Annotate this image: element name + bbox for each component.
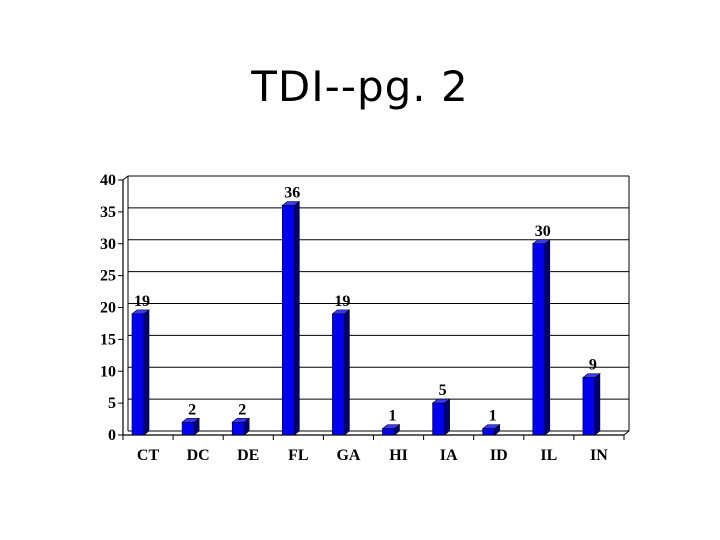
x-tick-label-hi: HI	[389, 447, 408, 464]
bar-front-face	[332, 313, 345, 436]
data-label-ia: 5	[439, 382, 447, 399]
data-label-il: 30	[535, 223, 551, 240]
y-tick-label: 0	[108, 427, 116, 444]
bar-side-face	[444, 398, 450, 436]
bars	[131, 200, 601, 436]
y-tick-label: 20	[100, 300, 116, 317]
y-tick-label: 40	[100, 172, 116, 189]
bar-fl	[281, 200, 301, 436]
bar-front-face	[582, 377, 596, 436]
bar-id	[481, 424, 501, 436]
bar-side-face	[594, 373, 601, 436]
y-tick-label: 15	[100, 331, 116, 348]
bar-front-face	[181, 421, 195, 436]
x-tick-label-ga: GA	[336, 447, 360, 464]
bar-front-face	[532, 243, 546, 436]
bar-side-face	[143, 309, 150, 436]
y-tick-label: 25	[100, 268, 116, 285]
y-tick-labels: 0 5 10 15 20 25 30 35 40	[100, 172, 116, 444]
y-tick-label: 10	[100, 363, 116, 380]
y-tick-label: 35	[100, 204, 116, 221]
x-tick-label-de: DE	[237, 447, 259, 464]
plot-frame	[127, 175, 630, 436]
bar-front-face	[131, 313, 145, 436]
slide-title: TDI--pg. 2	[251, 62, 469, 111]
data-label-dc: 2	[188, 401, 196, 418]
bar-ga	[331, 309, 351, 436]
y-tick-label: 5	[108, 395, 116, 412]
floor-right-edge	[623, 430, 630, 436]
bar-front-face	[281, 205, 295, 436]
data-label-in: 9	[589, 357, 597, 374]
bar-hi	[381, 424, 401, 436]
x-tick-label-id: ID	[490, 447, 508, 464]
data-label-fl: 36	[284, 185, 300, 202]
bar-side-face	[293, 200, 300, 436]
y-tick-label: 30	[100, 236, 116, 253]
bar-de	[231, 417, 251, 436]
y-axis-depth	[122, 175, 129, 181]
x-tick-label-fl: FL	[288, 447, 308, 464]
x-tick-label-dc: DC	[187, 447, 210, 464]
bar-ia	[431, 398, 451, 436]
bar-front-face	[482, 428, 496, 436]
data-label-id: 1	[489, 408, 497, 425]
bar-il	[531, 239, 551, 436]
bar-side-face	[544, 239, 551, 436]
bar-front-face	[231, 421, 245, 436]
bar-side-face	[344, 309, 350, 436]
gridlines	[128, 175, 629, 400]
x-tick-labels: CT DC DE FL GA HI IA ID IL IN	[137, 447, 608, 464]
x-tick-label-il: IL	[540, 447, 557, 464]
bar-front-face	[432, 402, 445, 436]
bar-ct	[131, 309, 150, 436]
data-label-ct: 19	[134, 293, 150, 310]
data-label-hi: 1	[389, 408, 397, 425]
bar-in	[582, 373, 601, 436]
data-label-de: 2	[238, 401, 246, 418]
x-tick-label-in: IN	[590, 447, 608, 464]
x-tick-label-ct: CT	[137, 447, 160, 464]
data-label-ga: 19	[334, 293, 350, 310]
bar-front-face	[382, 428, 395, 436]
bar-dc	[181, 417, 200, 436]
x-tick-label-ia: IA	[440, 447, 458, 464]
